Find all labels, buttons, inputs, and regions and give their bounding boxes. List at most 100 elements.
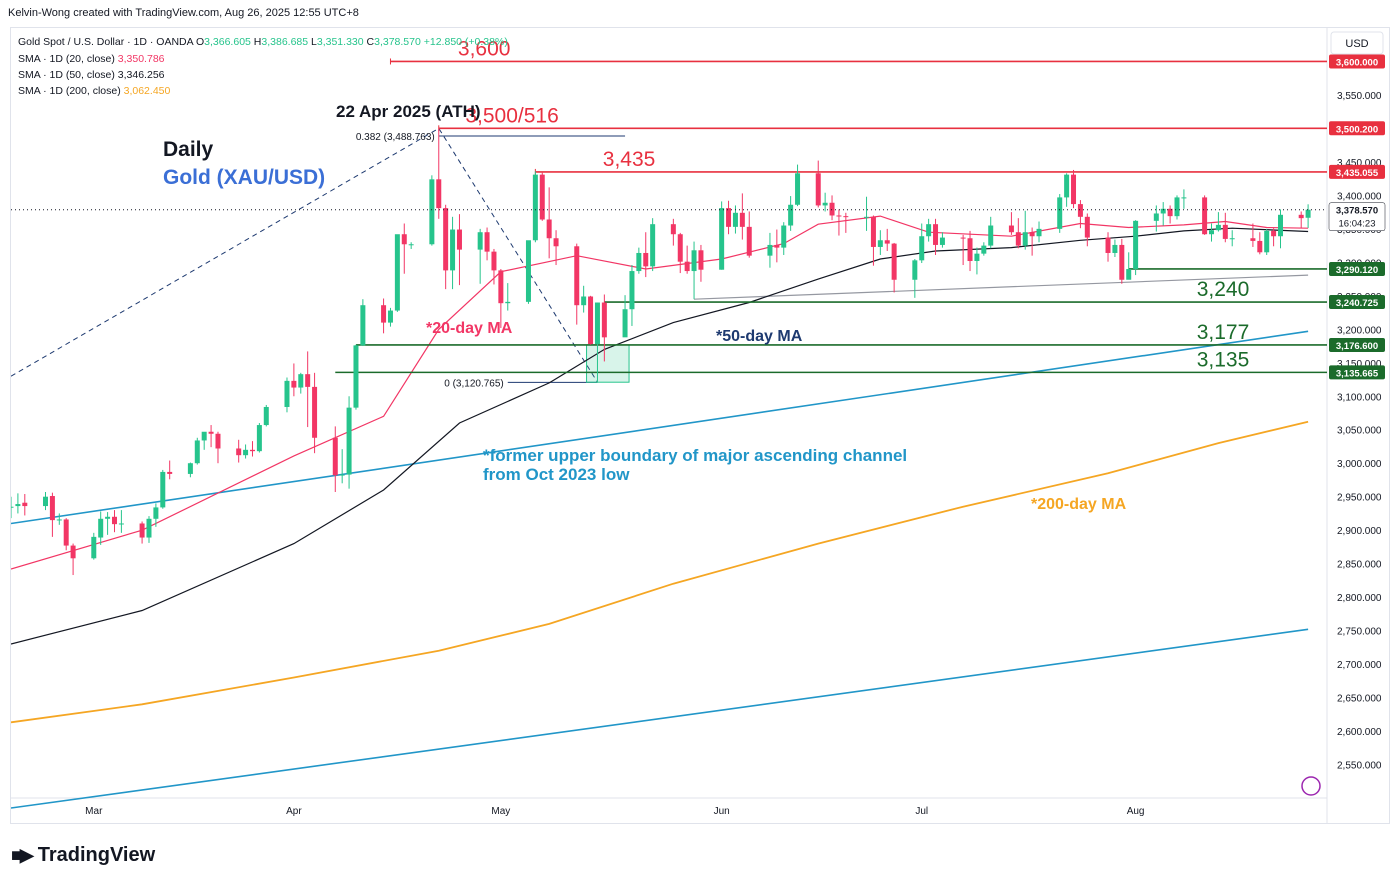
candle-body[interactable] bbox=[208, 431, 214, 434]
candle-body[interactable] bbox=[1305, 209, 1311, 218]
candle-body[interactable] bbox=[636, 252, 642, 272]
candle-body[interactable] bbox=[401, 234, 407, 245]
candle-body[interactable] bbox=[774, 244, 780, 248]
candle-body[interactable] bbox=[719, 208, 725, 270]
candle-body[interactable] bbox=[443, 208, 449, 271]
chart-area[interactable]: 2,550.000 2,600.000 2,650.000 2,700.000 2,75… bbox=[10, 27, 1390, 824]
candle-body[interactable] bbox=[249, 449, 255, 452]
candle-body[interactable] bbox=[870, 216, 876, 247]
candle-body[interactable] bbox=[1271, 230, 1277, 237]
candle-body[interactable] bbox=[884, 240, 890, 244]
tradingview-brand[interactable]: ■▶ TradingView bbox=[11, 844, 155, 867]
candle-body[interactable] bbox=[622, 309, 628, 338]
candle-body[interactable] bbox=[1202, 197, 1208, 235]
candle-body[interactable] bbox=[822, 202, 828, 206]
candle-body[interactable] bbox=[394, 234, 400, 311]
candle-body[interactable] bbox=[91, 536, 97, 559]
candle-body[interactable] bbox=[1278, 214, 1284, 237]
candle-body[interactable] bbox=[574, 246, 580, 306]
price-chart[interactable]: 2,550.000 2,600.000 2,650.000 2,700.000 2,75… bbox=[11, 28, 1389, 823]
candle-body[interactable] bbox=[381, 305, 387, 323]
candle-body[interactable] bbox=[1105, 237, 1111, 253]
candle-body[interactable] bbox=[1112, 244, 1118, 253]
candle-body[interactable] bbox=[677, 234, 683, 262]
candle-body[interactable] bbox=[532, 174, 538, 241]
candle-body[interactable] bbox=[939, 237, 945, 245]
candle-body[interactable] bbox=[346, 407, 352, 475]
candle-body[interactable] bbox=[201, 431, 207, 441]
candle-body[interactable] bbox=[187, 463, 193, 474]
candle-body[interactable] bbox=[153, 507, 159, 519]
candle-body[interactable] bbox=[1153, 213, 1159, 221]
candle-body[interactable] bbox=[291, 380, 297, 388]
candle-body[interactable] bbox=[732, 212, 738, 227]
candle-body[interactable] bbox=[1029, 232, 1035, 237]
ma20-line[interactable] bbox=[11, 215, 1309, 570]
candle-body[interactable] bbox=[11, 506, 14, 508]
candle-body[interactable] bbox=[263, 406, 269, 426]
candle-body[interactable] bbox=[546, 219, 552, 239]
candle-body[interactable] bbox=[1071, 174, 1077, 205]
channel-lower-line[interactable] bbox=[11, 628, 1309, 809]
candle-body[interactable] bbox=[1257, 240, 1263, 253]
candle-body[interactable] bbox=[167, 471, 173, 474]
candle-body[interactable] bbox=[1222, 224, 1228, 239]
candle-body[interactable] bbox=[70, 545, 76, 559]
candle-body[interactable] bbox=[1022, 232, 1028, 246]
candle-body[interactable] bbox=[332, 437, 338, 476]
candle-body[interactable] bbox=[63, 519, 69, 546]
candle-body[interactable] bbox=[974, 253, 980, 262]
candle-body[interactable] bbox=[967, 238, 973, 262]
candle-body[interactable] bbox=[111, 516, 117, 525]
candle-body[interactable] bbox=[387, 310, 393, 323]
candle-body[interactable] bbox=[160, 471, 166, 508]
candle-body[interactable] bbox=[1057, 197, 1063, 229]
candle-body[interactable] bbox=[477, 232, 483, 250]
candle-body[interactable] bbox=[42, 496, 48, 507]
candle-body[interactable] bbox=[1250, 238, 1256, 241]
candle-body[interactable] bbox=[1181, 197, 1187, 199]
candle-body[interactable] bbox=[429, 179, 435, 245]
currency-button[interactable] bbox=[1330, 31, 1384, 55]
candle-body[interactable] bbox=[49, 496, 55, 521]
candle-body[interactable] bbox=[843, 216, 849, 218]
replay-icon[interactable] bbox=[1301, 776, 1321, 796]
candle-body[interactable] bbox=[22, 502, 28, 507]
candle-body[interactable] bbox=[836, 215, 842, 217]
candle-body[interactable] bbox=[1133, 220, 1139, 270]
candle-body[interactable] bbox=[1084, 216, 1090, 238]
candle-body[interactable] bbox=[960, 237, 966, 239]
candle-body[interactable] bbox=[601, 302, 607, 338]
candle-body[interactable] bbox=[726, 208, 732, 227]
candle-body[interactable] bbox=[56, 519, 62, 521]
legend-indicator-row[interactable]: SMA · 1D (200, close) 3,062.450 bbox=[18, 85, 170, 97]
candle-body[interactable] bbox=[553, 238, 559, 247]
candle-body[interactable] bbox=[1064, 174, 1070, 198]
candle-body[interactable] bbox=[670, 224, 676, 235]
candle-body[interactable] bbox=[926, 224, 932, 237]
candle-body[interactable] bbox=[1036, 228, 1042, 237]
candle-body[interactable] bbox=[243, 449, 249, 456]
candle-body[interactable] bbox=[539, 174, 545, 220]
fib-trend-path[interactable] bbox=[11, 127, 598, 383]
candle-body[interactable] bbox=[1126, 269, 1132, 280]
candle-body[interactable] bbox=[498, 270, 504, 304]
candle-body[interactable] bbox=[933, 224, 939, 245]
candle-body[interactable] bbox=[1229, 238, 1235, 240]
support-trendline[interactable] bbox=[693, 274, 1309, 300]
candle-body[interactable] bbox=[1298, 214, 1304, 219]
candle-body[interactable] bbox=[15, 504, 21, 507]
candle-body[interactable] bbox=[795, 173, 801, 205]
candle-body[interactable] bbox=[256, 425, 262, 452]
candle-body[interactable] bbox=[1209, 230, 1215, 235]
candle-body[interactable] bbox=[1215, 224, 1221, 231]
candle-body[interactable] bbox=[105, 516, 111, 519]
candle-body[interactable] bbox=[684, 261, 690, 272]
candle-body[interactable] bbox=[1264, 230, 1270, 253]
price-axis[interactable] bbox=[1327, 28, 1389, 823]
candle-body[interactable] bbox=[1008, 225, 1014, 233]
ma50-line[interactable] bbox=[11, 227, 1309, 645]
candle-body[interactable] bbox=[305, 374, 311, 387]
candle-body[interactable] bbox=[691, 250, 697, 272]
candle-body[interactable] bbox=[594, 302, 600, 345]
